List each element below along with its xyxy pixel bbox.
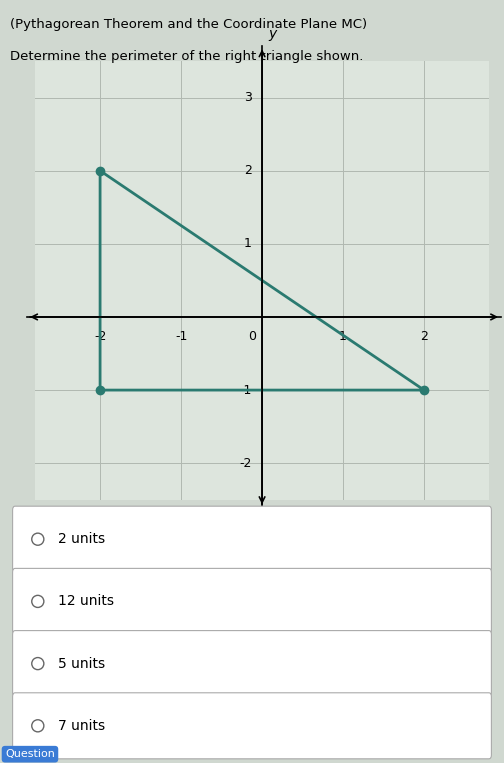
Text: -2: -2 [94, 330, 106, 343]
Text: Determine the perimeter of the right triangle shown.: Determine the perimeter of the right tri… [10, 50, 363, 63]
Text: 2 units: 2 units [58, 533, 105, 546]
Text: 2: 2 [243, 164, 251, 177]
Text: -1: -1 [175, 330, 187, 343]
Text: 0: 0 [248, 330, 257, 343]
Text: 7 units: 7 units [58, 719, 105, 732]
Text: 2: 2 [420, 330, 428, 343]
Text: Question: Question [5, 749, 55, 759]
Text: -1: -1 [239, 384, 251, 397]
Text: 1: 1 [339, 330, 347, 343]
Text: 3: 3 [243, 91, 251, 104]
Text: 1: 1 [243, 237, 251, 250]
Text: y: y [269, 27, 277, 40]
Text: (Pythagorean Theorem and the Coordinate Plane MC): (Pythagorean Theorem and the Coordinate … [10, 18, 367, 31]
Text: -2: -2 [239, 457, 251, 470]
Text: 12 units: 12 units [58, 594, 114, 608]
Text: 5 units: 5 units [58, 657, 105, 671]
